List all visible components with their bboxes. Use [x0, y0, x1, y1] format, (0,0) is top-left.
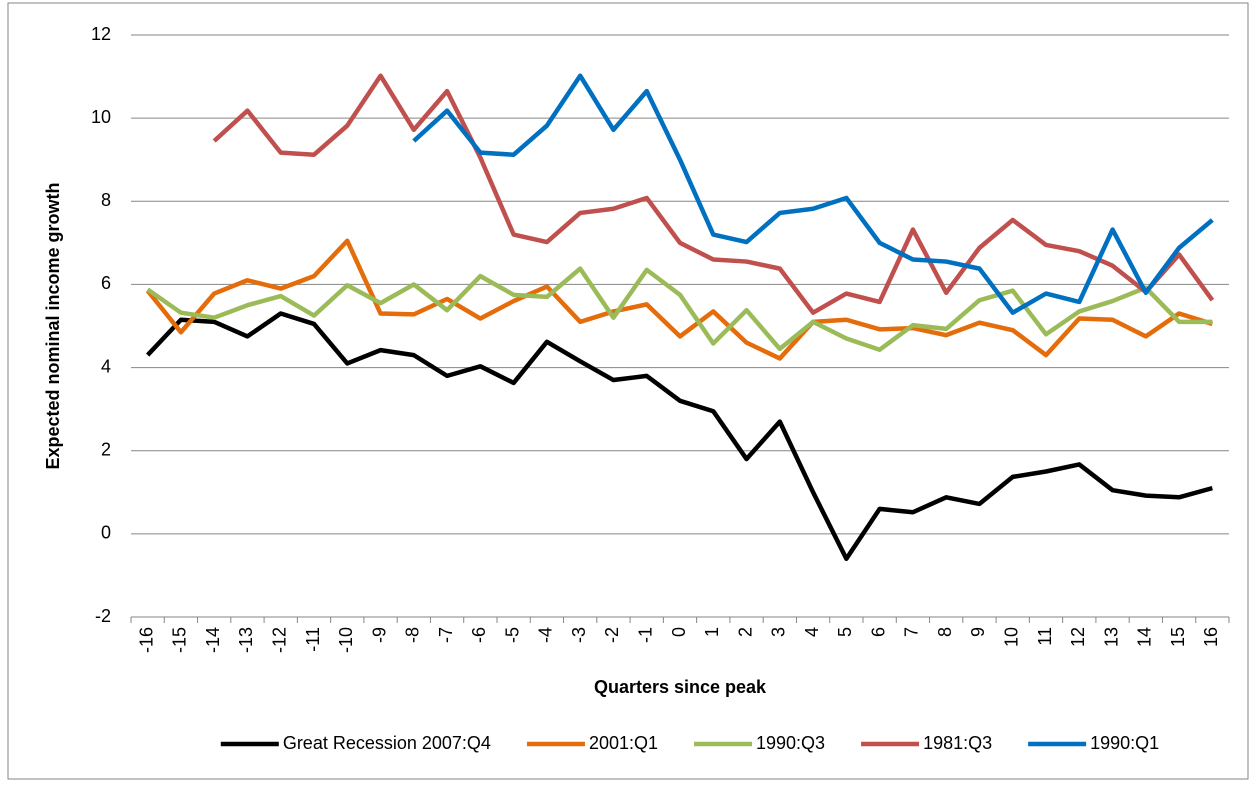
- x-tick-label: 0: [669, 627, 689, 637]
- series-line: [146, 266, 1213, 352]
- x-tick-label: 15: [1168, 627, 1188, 647]
- legend-label: 1990:Q1: [1090, 733, 1159, 753]
- x-tick-label: 9: [968, 627, 988, 637]
- x-tick-label: -12: [269, 627, 289, 653]
- series-line: [412, 73, 1214, 315]
- x-tick-label: 16: [1201, 627, 1221, 647]
- x-tick-label: -4: [536, 627, 556, 643]
- y-axis-title: Expected nominal income growth: [43, 182, 63, 469]
- x-tick-label: 8: [935, 627, 955, 637]
- y-tick-label: 12: [91, 24, 111, 44]
- x-tick-label: -10: [336, 627, 356, 653]
- legend-label: 1981:Q3: [923, 733, 992, 753]
- x-tick-label: -2: [602, 627, 622, 643]
- x-tick-label: 3: [769, 627, 789, 637]
- x-tick-label: -1: [635, 627, 655, 643]
- x-tick-label: -6: [469, 627, 489, 643]
- y-tick-label: 4: [101, 356, 111, 376]
- x-tick-label: 4: [802, 627, 822, 637]
- legend-label: 2001:Q1: [589, 733, 658, 753]
- x-tick-label: -15: [170, 627, 190, 653]
- x-tick-label: -14: [203, 627, 223, 653]
- x-tick-label: -3: [569, 627, 589, 643]
- x-tick-label: -16: [136, 627, 156, 653]
- x-tick-label: 13: [1101, 627, 1121, 647]
- x-tick-label: 10: [1001, 627, 1021, 647]
- x-tick-label: 12: [1068, 627, 1088, 647]
- x-tick-label: -11: [303, 627, 323, 652]
- y-tick-label: -2: [95, 606, 111, 626]
- x-tick-label: -8: [403, 627, 423, 643]
- x-tick-label: -7: [436, 627, 456, 643]
- x-tick-label: 11: [1035, 627, 1055, 646]
- legend-label: 1990:Q3: [756, 733, 825, 753]
- y-tick-label: 10: [91, 107, 111, 127]
- chart-border: [7, 2, 1249, 780]
- series-line: [145, 238, 1214, 361]
- y-tick-label: 2: [101, 439, 111, 459]
- x-tick-label: 5: [835, 627, 855, 637]
- x-tick-label: 2: [735, 627, 755, 637]
- x-tick-label: 14: [1135, 627, 1155, 647]
- y-tick-label: 0: [101, 523, 111, 543]
- y-tick-label: 6: [101, 273, 111, 293]
- x-tick-label: 1: [702, 627, 722, 637]
- x-tick-label: -9: [369, 627, 389, 643]
- x-tick-label: 6: [868, 627, 888, 637]
- y-tick-label: 8: [101, 190, 111, 210]
- x-tick-label: 7: [902, 627, 922, 637]
- x-axis-title: Quarters since peak: [594, 677, 767, 697]
- x-tick-label: -13: [236, 627, 256, 653]
- series-line: [146, 311, 1213, 562]
- legend-label: Great Recession 2007:Q4: [283, 733, 491, 753]
- x-tick-label: -5: [502, 627, 522, 643]
- series-line: [212, 73, 1215, 315]
